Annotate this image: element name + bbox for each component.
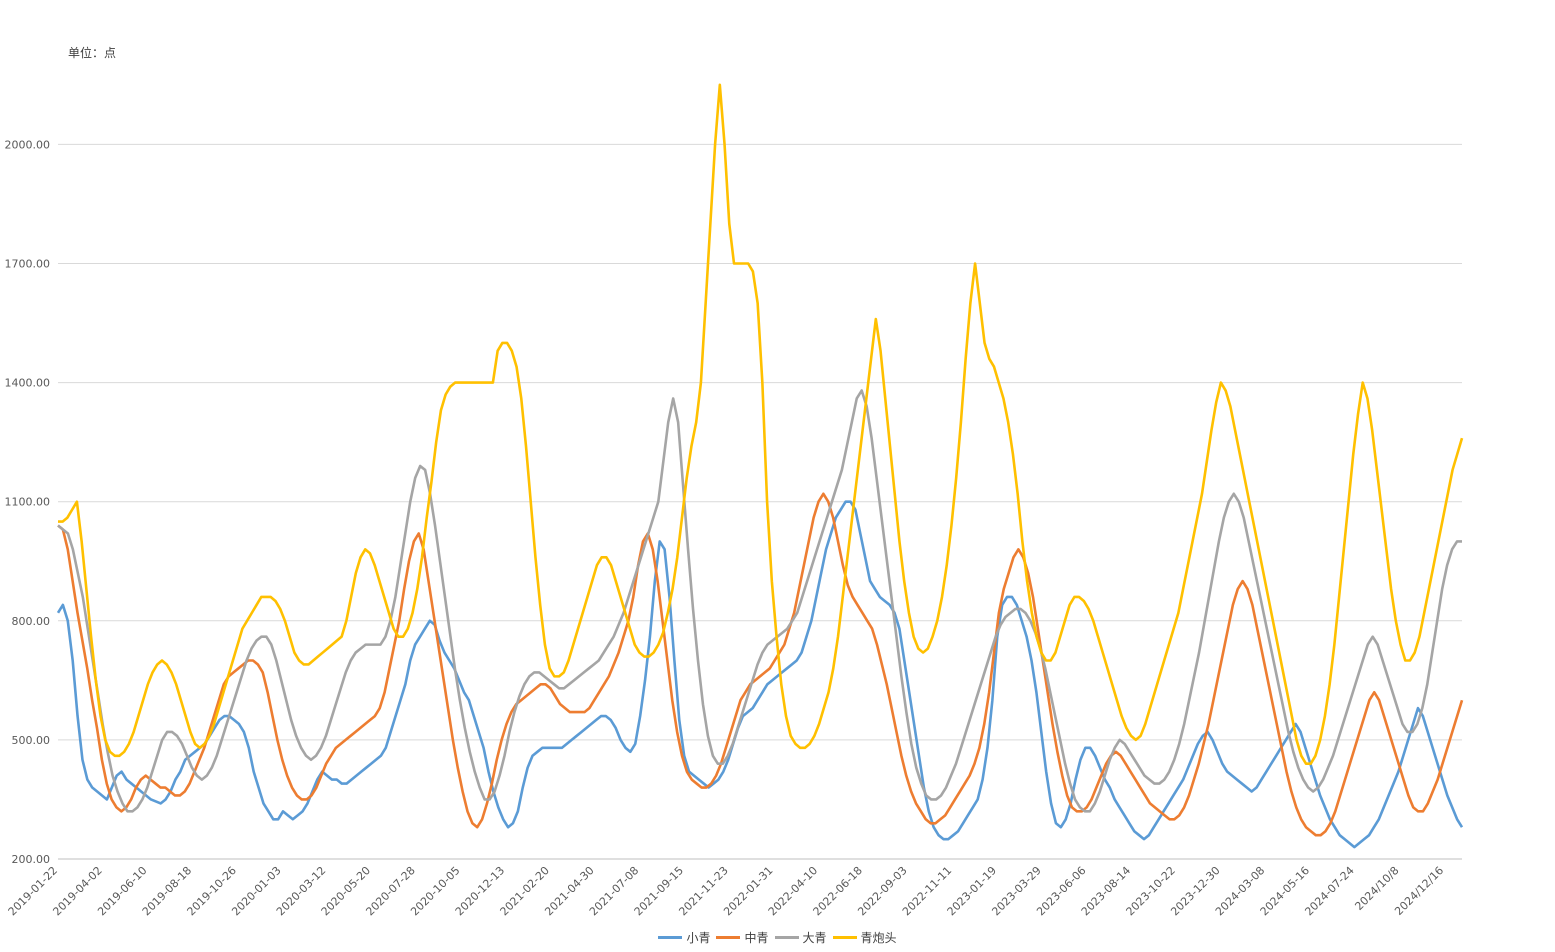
legend-item: 青炮头 xyxy=(832,929,897,946)
y-tick-label: 800.00 xyxy=(12,615,51,628)
y-axis-ticks: 200.00 500.00 800.00 1100.00 1400.00 1700.00 2… xyxy=(5,138,51,866)
y-tick-label: 500.00 xyxy=(12,734,51,747)
y-tick-label: 1700.00 xyxy=(5,258,51,271)
unit-label: 单位：点 xyxy=(68,46,117,60)
legend-item: 大青 xyxy=(774,929,827,946)
legend-label: 青炮头 xyxy=(860,931,897,945)
y-tick-label: 1100.00 xyxy=(5,496,51,509)
series-line-中青 xyxy=(57,492,1464,837)
legend: 小青 中青 大青 青炮头 xyxy=(0,928,1555,946)
gridlines xyxy=(58,143,1462,860)
legend-label: 中青 xyxy=(744,931,769,945)
y-tick-label: 1400.00 xyxy=(5,377,51,390)
series-line-青炮头 xyxy=(58,83,1464,766)
legend-item: 中青 xyxy=(716,929,769,946)
legend-swatch xyxy=(658,936,683,939)
legend-label: 大青 xyxy=(802,931,827,945)
x-axis-ticks: 2019-01-222019-04-022019-06-102019-08-18… xyxy=(6,864,1447,918)
series-line-大青 xyxy=(57,389,1462,813)
legend-swatch xyxy=(774,936,799,939)
series-lines xyxy=(56,83,1464,849)
legend-swatch xyxy=(716,936,741,939)
legend-swatch xyxy=(832,936,857,939)
legend-item: 小青 xyxy=(658,929,710,946)
y-tick-label: 2000.00 xyxy=(5,138,51,151)
legend-label: 小青 xyxy=(686,931,711,945)
series-line-小青 xyxy=(56,500,1464,849)
y-tick-label: 200.00 xyxy=(12,853,51,866)
